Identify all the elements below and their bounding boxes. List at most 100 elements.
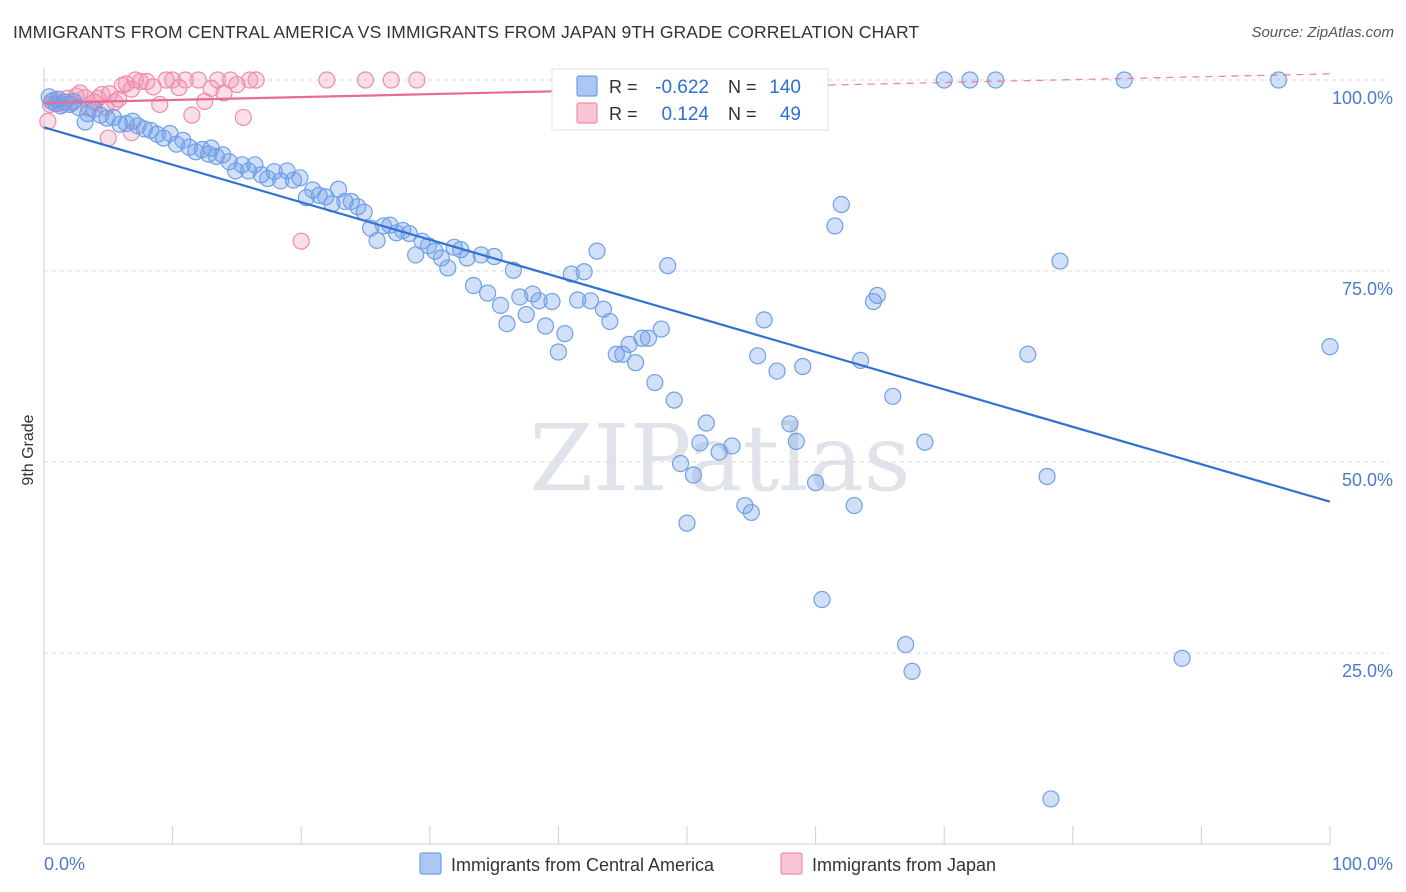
- central-america-point: [987, 71, 1005, 89]
- central-america-point: [794, 357, 812, 376]
- central-america-point: [207, 147, 225, 165]
- central-america-point: [259, 169, 277, 188]
- central-america-point: [569, 291, 587, 309]
- central-america-point: [607, 345, 625, 363]
- central-america-point: [845, 496, 863, 515]
- central-america-point: [806, 474, 825, 492]
- central-america-point: [897, 635, 915, 654]
- japan-point: [382, 71, 400, 89]
- central-america-point: [1173, 649, 1191, 667]
- central-america-point: [272, 172, 290, 190]
- central-america-point: [1042, 790, 1060, 808]
- central-america-point: [659, 257, 677, 275]
- central-america-point: [220, 153, 238, 171]
- central-america-point: [265, 163, 283, 181]
- central-america-point: [426, 242, 444, 260]
- stats-swatch-japan: [576, 102, 598, 124]
- japan-point: [109, 90, 128, 108]
- central-america-point: [214, 146, 232, 164]
- central-america-point: [479, 284, 497, 302]
- central-america-point: [813, 590, 831, 609]
- stats-n-label: N =: [728, 104, 757, 124]
- central-america-point: [1269, 71, 1288, 89]
- central-america-point: [439, 259, 457, 277]
- axis-layer: [43, 68, 1331, 845]
- central-america-point: [1115, 71, 1133, 89]
- japan-point: [408, 71, 426, 89]
- central-america-point: [749, 347, 767, 365]
- central-america-point: [671, 454, 690, 473]
- japan-point: [241, 71, 259, 89]
- central-america-point: [826, 217, 844, 235]
- central-america-point: [601, 312, 619, 331]
- central-america-point: [517, 305, 535, 324]
- central-america-point: [562, 265, 580, 283]
- japan-point: [356, 71, 375, 89]
- chart-title: IMMIGRANTS FROM CENTRAL AMERICA VS IMMIG…: [13, 22, 920, 42]
- japan-point: [131, 72, 150, 91]
- central-america-point: [355, 203, 373, 221]
- central-america-point: [832, 195, 850, 214]
- central-america-point: [233, 156, 251, 174]
- y-tick-label: 50.0%: [1342, 470, 1393, 490]
- central-america-point: [368, 231, 386, 250]
- central-america-point: [227, 162, 245, 180]
- stats-r-value: 0.124: [661, 104, 709, 125]
- central-america-points: [40, 71, 1339, 808]
- legend-item-central-america[interactable]: Immigrants from Central America: [419, 852, 715, 875]
- japan-point: [292, 232, 310, 250]
- central-america-point: [1321, 338, 1339, 356]
- japan-point: [228, 75, 246, 94]
- japan-point: [234, 108, 252, 127]
- central-america-point: [787, 432, 805, 450]
- stats-r-value: -0.622: [655, 77, 709, 98]
- stats-box: R = -0.622 N = 140 R = 0.124 N = 49: [551, 68, 829, 131]
- central-america-point: [1038, 467, 1056, 486]
- central-america-point: [543, 292, 561, 311]
- central-america-point: [111, 115, 129, 133]
- legend-label-central-america: Immigrants from Central America: [451, 855, 715, 875]
- legend-item-japan[interactable]: Immigrants from Japan: [780, 852, 996, 875]
- central-america-point: [135, 120, 153, 138]
- y-axis-label: 9th Grade: [20, 414, 37, 485]
- central-america-point: [1019, 345, 1037, 363]
- y-tick-label: 75.0%: [1342, 279, 1393, 299]
- x-tick-label-end: 100.0%: [1332, 854, 1393, 874]
- central-america-point: [291, 169, 309, 187]
- central-america-point: [498, 315, 516, 333]
- stats-r-label: R =: [609, 104, 638, 124]
- central-america-point: [1051, 252, 1069, 270]
- central-america-point: [633, 329, 651, 347]
- central-america-point: [678, 514, 696, 532]
- japan-point: [176, 71, 195, 89]
- central-america-point: [697, 414, 715, 432]
- legend-label-japan: Immigrants from Japan: [812, 855, 996, 875]
- stats-r-label: R =: [609, 77, 638, 97]
- central-america-point: [491, 296, 510, 314]
- japan-point: [183, 106, 201, 124]
- central-america-point: [742, 503, 760, 522]
- central-america-point: [639, 329, 658, 347]
- central-america-point: [174, 131, 192, 149]
- central-america-point: [239, 162, 258, 180]
- japan-point: [157, 71, 175, 89]
- stats-swatch-central-america: [576, 75, 598, 97]
- central-america-point: [665, 391, 683, 409]
- japan-point: [318, 71, 336, 89]
- central-america-point: [768, 362, 786, 380]
- central-america-trend-line: [43, 126, 1331, 503]
- central-america-point: [691, 434, 709, 452]
- watermark: ZIPatlas: [529, 405, 910, 512]
- central-america-point: [511, 288, 529, 306]
- central-america-point: [246, 156, 264, 174]
- central-america-point: [407, 246, 425, 264]
- japan-point: [247, 71, 265, 89]
- central-america-point: [464, 276, 483, 295]
- legend: Immigrants from Central America Immigran…: [419, 852, 996, 875]
- central-america-point: [626, 354, 645, 372]
- central-america-point: [556, 325, 574, 343]
- central-america-point: [723, 437, 741, 455]
- legend-swatch-japan: [780, 852, 803, 875]
- x-tick-label-start: 0.0%: [44, 854, 85, 874]
